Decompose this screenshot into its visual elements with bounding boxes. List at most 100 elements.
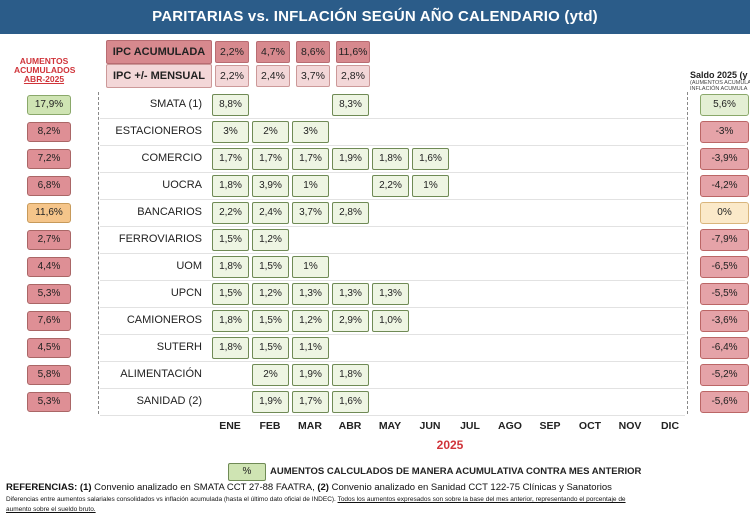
monthly-increase-cell: 1,8% [212,175,249,197]
ipc-mensual-cell: 2,4% [256,65,290,87]
monthly-increase-cell: 1,3% [292,283,329,305]
row-divider [100,280,685,281]
row-divider [100,307,685,308]
accumulated-label-line1: AUMENTOS [19,56,69,66]
saldo-badge: -5,5% [700,283,749,305]
reference-2-text: Convenio analizado en Sanidad CCT 122-75… [331,482,612,493]
monthly-increase-cell: 1,5% [212,283,249,305]
reference-1-number: (1) [79,482,92,493]
union-name: SMATA (1) [149,98,202,110]
monthly-increase-cell: 3% [292,121,329,143]
saldo-subtitle-2: INFLACIÓN ACUMULA [690,86,748,92]
monthly-increase-cell: 1,9% [332,148,369,170]
union-name: FERROVIARIOS [118,233,202,245]
ipc-acumulada-cell: 11,6% [336,41,370,63]
monthly-increase-cell: 1,9% [252,391,289,413]
accumulated-increase-badge: 7,6% [27,311,71,331]
monthly-increase-cell: 1,6% [332,391,369,413]
monthly-increase-cell: 1,0% [372,310,409,332]
legend-text: AUMENTOS CALCULADOS DE MANERA ACUMULATIV… [270,466,642,477]
monthly-increase-cell: 1,5% [252,256,289,278]
saldo-badge: 0% [700,202,749,224]
monthly-increase-cell: 1,2% [292,310,329,332]
saldo-badge: -3,9% [700,148,749,170]
monthly-increase-cell: 1,8% [212,256,249,278]
saldo-badge: -7,9% [700,229,749,251]
union-name: COMERCIO [141,152,203,164]
ipc-mensual-label: IPC +/- MENSUAL [106,64,212,88]
monthly-increase-cell: 1,7% [292,391,329,413]
monthly-increase-cell: 1,3% [332,283,369,305]
monthly-increase-cell: 2,8% [332,202,369,224]
monthly-increase-cell: 1,8% [212,310,249,332]
saldo-title: Saldo 2025 (y [690,70,748,80]
ipc-acumulada-cell: 2,2% [215,41,249,63]
ipc-acumulada-cell: 8,6% [296,41,330,63]
year-label: 2025 [436,438,464,452]
ipc-mensual-cell: 3,7% [296,65,330,87]
month-label: ENE [219,420,241,432]
accumulated-label-line3: ABR-2025 [23,74,65,84]
saldo-badge: -6,5% [700,256,749,278]
month-label: MAY [378,420,402,432]
month-label: JUN [419,420,441,432]
union-name: UPCN [170,287,202,299]
saldo-badge: -5,2% [700,364,749,386]
union-name: BANCARIOS [137,206,202,218]
monthly-increase-cell: 1,2% [252,283,289,305]
monthly-increase-cell: 1% [292,175,329,197]
monthly-increase-cell: 1,3% [372,283,409,305]
saldo-badge: -3% [700,121,749,143]
monthly-increase-cell: 3,9% [252,175,289,197]
row-divider [100,415,685,416]
saldo-badge: -5,6% [700,391,749,413]
ipc-acumulada-label: IPC ACUMULADA [106,40,212,64]
references-line3: aumento sobre el sueldo bruto. [6,506,96,513]
monthly-increase-cell: 2% [252,121,289,143]
union-name: ALIMENTACIÓN [120,368,202,380]
month-label: AGO [498,420,522,432]
row-divider [100,172,685,173]
left-dashed-separator [98,92,99,414]
monthly-increase-cell: 1,8% [212,337,249,359]
row-divider [100,253,685,254]
references-line1: REFERENCIAS: (1) Convenio analizado en S… [6,482,612,493]
monthly-increase-cell: 8,8% [212,94,249,116]
accumulated-increase-badge: 4,5% [27,338,71,358]
saldo-subtitle-1: (AUMENTOS ACUMULA [690,80,750,86]
references-line2: Diferencias entre aumentos salariales co… [6,496,626,503]
accumulated-increases-label: AUMENTOS ACUMULADOS ABR-2025 [14,56,75,84]
reference-1-text: Convenio analizado en SMATA CCT 27-88 FA… [94,482,315,493]
month-label: FEB [259,420,281,432]
accumulated-increase-badge: 5,8% [27,365,71,385]
saldo-badge: 5,6% [700,94,749,116]
monthly-increase-cell: 1,7% [252,148,289,170]
monthly-increase-cell: 1% [412,175,449,197]
ipc-mensual-cell: 2,2% [215,65,249,87]
monthly-increase-cell: 1,5% [212,229,249,251]
union-name: ESTACIONEROS [115,125,202,137]
row-divider [100,388,685,389]
reference-2-number: (2) [317,482,329,493]
month-label: ABR [338,420,362,432]
union-name: UOCRA [162,179,202,191]
monthly-increase-cell: 1,5% [252,310,289,332]
month-label: SEP [539,420,561,432]
monthly-increase-cell: 3% [212,121,249,143]
ipc-mensual-cell: 2,8% [336,65,370,87]
union-name: SANIDAD (2) [136,395,202,407]
accumulated-increase-badge: 5,3% [27,284,71,304]
accumulated-increase-badge: 2,7% [27,230,71,250]
monthly-increase-cell: 1,8% [332,364,369,386]
saldo-badge: -6,4% [700,337,749,359]
row-divider [100,145,685,146]
legend-swatch: % [228,463,266,481]
ipc-acumulada-cell: 4,7% [256,41,290,63]
union-name: CAMIONEROS [126,314,202,326]
month-label: OCT [578,420,602,432]
union-name: UOM [176,260,202,272]
month-label: DIC [660,420,680,432]
row-divider [100,334,685,335]
references-note-underlined: Todos los aumentos expresados son sobre … [337,496,626,503]
accumulated-increase-badge: 4,4% [27,257,71,277]
